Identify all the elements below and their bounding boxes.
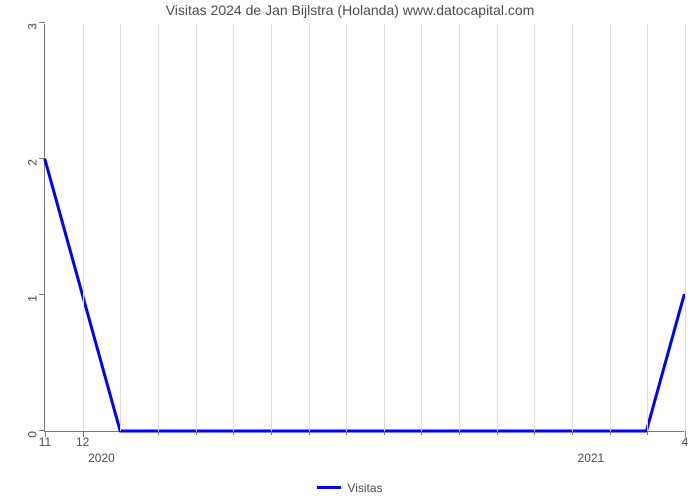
- grid-line-vertical: [534, 24, 535, 431]
- grid-line-vertical: [384, 24, 385, 431]
- x-tick-label: 11: [39, 435, 51, 449]
- legend: Visitas: [0, 478, 700, 495]
- legend-label: Visitas: [347, 481, 382, 495]
- plot-area: 01231112420202021: [44, 24, 684, 432]
- x-tick-minor: [647, 431, 648, 435]
- grid-line-vertical: [83, 24, 84, 431]
- y-tick-label: 1: [26, 295, 40, 302]
- x-tick-minor: [346, 431, 347, 435]
- grid-line-vertical: [421, 24, 422, 431]
- x-tick-minor: [158, 431, 159, 435]
- y-tick-label: 3: [26, 23, 40, 30]
- x-tick-minor: [196, 431, 197, 435]
- x-tick-minor: [271, 431, 272, 435]
- y-tick-label: 2: [26, 159, 40, 166]
- chart-title: Visitas 2024 de Jan Bijlstra (Holanda) w…: [0, 2, 700, 18]
- grid-line-vertical: [572, 24, 573, 431]
- y-tick-mark: [39, 158, 45, 159]
- legend-item-visitas: Visitas: [317, 481, 382, 495]
- grid-line-vertical: [459, 24, 460, 431]
- grid-line-vertical: [685, 24, 686, 431]
- x-tick-minor: [534, 431, 535, 435]
- x-tick-label: 12: [76, 435, 89, 449]
- legend-swatch: [317, 486, 341, 489]
- grid-line-vertical: [233, 24, 234, 431]
- x-group-label: 2020: [88, 451, 115, 465]
- x-tick-minor: [459, 431, 460, 435]
- x-tick-minor: [497, 431, 498, 435]
- x-tick-minor: [384, 431, 385, 435]
- x-tick-label: 4: [682, 435, 689, 449]
- x-group-label: 2021: [578, 451, 605, 465]
- grid-line-vertical: [346, 24, 347, 431]
- grid-line-vertical: [610, 24, 611, 431]
- grid-line-vertical: [271, 24, 272, 431]
- x-tick-minor: [421, 431, 422, 435]
- x-tick-minor: [572, 431, 573, 435]
- series-line: [45, 24, 684, 431]
- grid-line-vertical: [309, 24, 310, 431]
- x-tick-minor: [233, 431, 234, 435]
- grid-line-vertical: [196, 24, 197, 431]
- x-tick-minor: [610, 431, 611, 435]
- x-tick-minor: [309, 431, 310, 435]
- chart-container: Visitas 2024 de Jan Bijlstra (Holanda) w…: [0, 0, 700, 500]
- grid-line-vertical: [647, 24, 648, 431]
- grid-line-vertical: [158, 24, 159, 431]
- grid-line-vertical: [120, 24, 121, 431]
- y-tick-mark: [39, 22, 45, 23]
- y-tick-mark: [39, 294, 45, 295]
- grid-line-vertical: [497, 24, 498, 431]
